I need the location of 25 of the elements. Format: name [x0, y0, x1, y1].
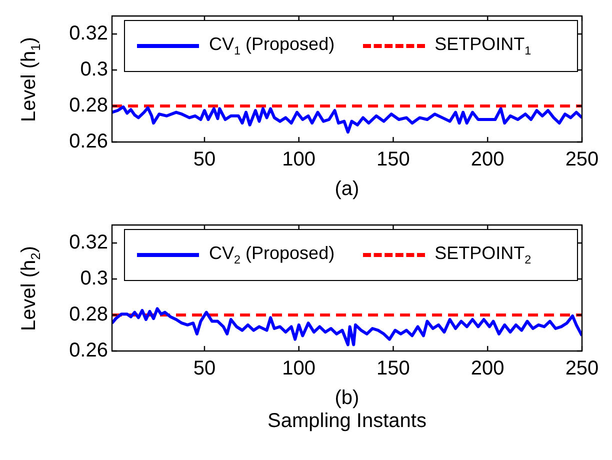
text: (a) — [334, 178, 360, 201]
x-tick-label: 150 — [376, 358, 410, 380]
y-tick-label: 0.3 — [80, 58, 108, 81]
x-tick-label: 100 — [282, 148, 316, 171]
y-tick-label: 0.32 — [69, 232, 108, 254]
x-tick-label: 200 — [470, 358, 504, 380]
legend-label: CV$_{1}$ (Proposed) — [209, 34, 335, 58]
x-axis-title: Sampling Instants — [266, 410, 428, 433]
x-tick-label: 250 — [565, 358, 599, 380]
y-tick-label: 0.26 — [69, 340, 108, 362]
legend-label: CV$_{2}$ (Proposed) — [209, 243, 335, 267]
x-tick-label: 150 — [376, 148, 410, 171]
y-tick-label: 0.32 — [69, 22, 108, 45]
y-tick-label: 0.26 — [69, 130, 108, 153]
x-tick-label: 100 — [282, 358, 316, 380]
x-tick-label: 50 — [193, 358, 216, 380]
x-tick-label: 250 — [565, 148, 599, 171]
y-tick-label: 0.28 — [69, 304, 108, 326]
legend-label: SETPOINT$_{1}$ — [434, 34, 532, 58]
x-tick-label: 50 — [193, 148, 216, 171]
y-tick-label: 0.28 — [69, 94, 108, 117]
text: (b) — [334, 387, 360, 410]
legend-label: SETPOINT$_{2}$ — [434, 243, 532, 267]
x-tick-label: 200 — [470, 148, 504, 171]
y-tick-label: 0.3 — [80, 268, 108, 290]
